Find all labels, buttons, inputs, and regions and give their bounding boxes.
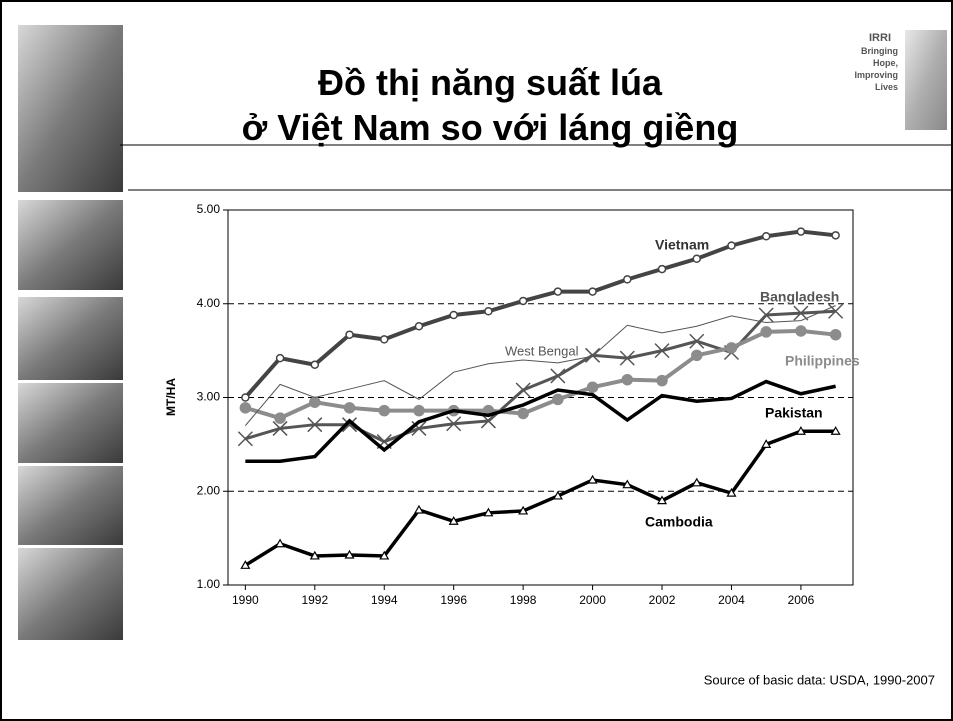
marker <box>831 330 841 340</box>
x-tick-label: 1992 <box>301 593 328 607</box>
marker <box>726 343 736 353</box>
marker <box>796 326 806 336</box>
series-label: Vietnam <box>655 237 709 253</box>
marker <box>761 327 771 337</box>
x-tick-label: 2006 <box>788 593 815 607</box>
marker <box>414 406 424 416</box>
marker <box>379 406 389 416</box>
marker <box>240 403 250 413</box>
source-note: Source of basic data: USDA, 1990-2007 <box>704 672 935 687</box>
photo <box>18 297 123 380</box>
marker <box>554 288 561 295</box>
marker <box>381 336 388 343</box>
marker <box>589 288 596 295</box>
series-label: Philippines <box>785 353 860 369</box>
marker <box>693 255 700 262</box>
y-axis-title: MT/HA <box>164 378 178 416</box>
marker <box>415 323 422 330</box>
marker <box>346 331 353 338</box>
marker <box>553 394 563 404</box>
series-label: Cambodia <box>645 514 713 530</box>
marker <box>588 382 598 392</box>
x-tick-label: 1994 <box>371 593 398 607</box>
x-tick-label: 1996 <box>440 593 467 607</box>
marker <box>311 361 318 368</box>
series-label: Bangladesh <box>760 289 839 305</box>
y-tick-label: 5.00 <box>197 202 221 216</box>
x-tick-label: 2000 <box>579 593 606 607</box>
marker <box>624 276 631 283</box>
series-label: Pakistan <box>765 405 823 421</box>
slide: Đồ thị năng suất lúaở Việt Nam so với lá… <box>0 0 953 721</box>
y-tick-label: 1.00 <box>197 577 221 591</box>
marker <box>692 350 702 360</box>
marker <box>659 266 666 273</box>
marker <box>275 413 285 423</box>
marker <box>797 228 804 235</box>
marker <box>728 242 735 249</box>
marker <box>518 408 528 418</box>
marker <box>763 233 770 240</box>
photo <box>18 383 123 463</box>
marker <box>832 232 839 239</box>
marker <box>345 403 355 413</box>
photo <box>18 25 123 192</box>
y-tick-label: 3.00 <box>197 390 221 404</box>
photo <box>18 466 123 545</box>
x-tick-label: 1998 <box>510 593 537 607</box>
marker <box>310 397 320 407</box>
marker <box>450 312 457 319</box>
marker <box>277 355 284 362</box>
y-tick-label: 2.00 <box>197 483 221 497</box>
marker <box>242 394 249 401</box>
marker <box>520 297 527 304</box>
series-label: West Bengal <box>505 343 579 358</box>
y-tick-label: 4.00 <box>197 296 221 310</box>
photo <box>18 200 123 290</box>
marker <box>622 375 632 385</box>
logo-name: IRRI <box>869 32 891 44</box>
photo <box>18 548 123 640</box>
marker <box>485 308 492 315</box>
x-tick-label: 1990 <box>232 593 259 607</box>
marker <box>657 376 667 386</box>
logo-photo <box>905 30 947 130</box>
x-tick-label: 2004 <box>718 593 745 607</box>
x-tick-label: 2002 <box>649 593 676 607</box>
